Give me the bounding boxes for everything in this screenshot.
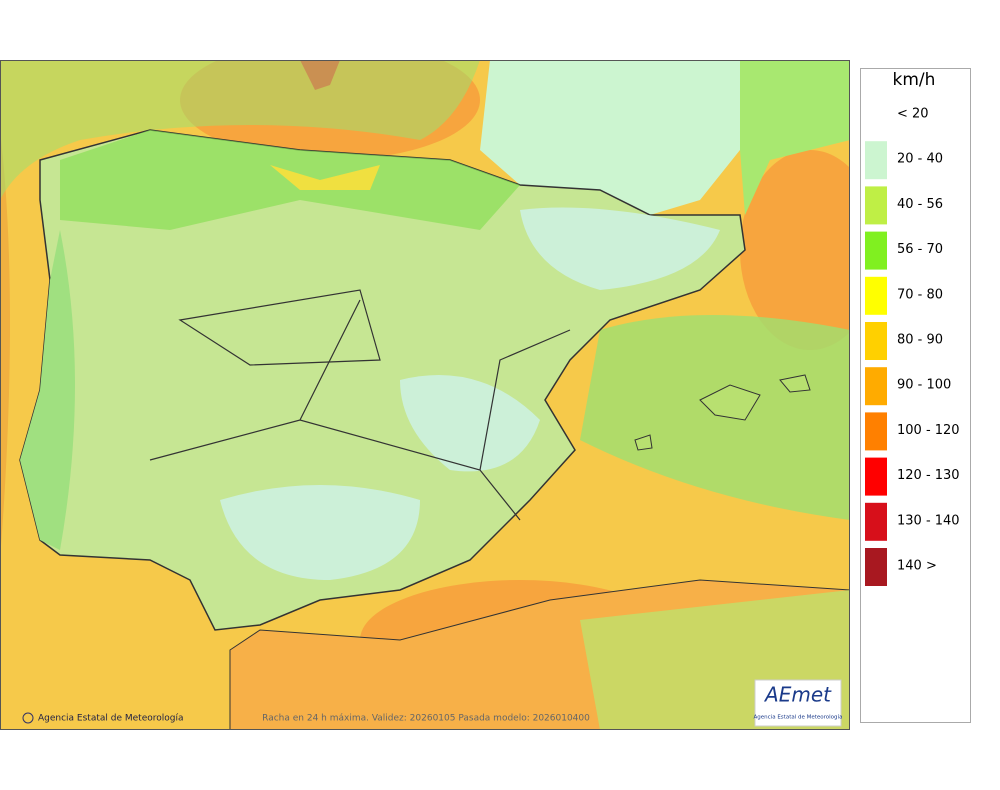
wind-zone (520, 207, 720, 290)
legend-swatch (865, 502, 887, 541)
wind-zone (0, 130, 10, 560)
legend-swatch (865, 141, 887, 180)
logo-box (754, 679, 842, 727)
legend-swatch (865, 231, 887, 270)
legend: km/h < 20 20 - 40 40 - 56 56 - 70 70 - 80 80 … (860, 68, 971, 723)
legend-label: 90 - 100 (897, 378, 951, 393)
logo-subtitle: Agencia Estatal de Meteorología (754, 714, 843, 721)
france-zone (740, 60, 850, 215)
france-zone (480, 60, 760, 215)
legend-swatch (865, 457, 887, 496)
legend-label: 120 - 130 (897, 468, 960, 483)
legend-swatch (865, 548, 887, 586)
island (699, 384, 761, 421)
legend-swatch (865, 367, 887, 406)
island (779, 374, 811, 393)
legend-label: 80 - 90 (897, 333, 943, 348)
logo-name: AEmet (763, 683, 832, 707)
wind-zone (270, 165, 380, 190)
wind-zone (740, 150, 850, 350)
wind-zone (400, 375, 540, 472)
border (178, 289, 381, 366)
wind-zone (20, 230, 75, 550)
border (149, 299, 571, 521)
wind-zone (0, 60, 480, 200)
map-frame (0, 60, 850, 730)
legend-label: 20 - 40 (897, 152, 943, 167)
credit: Agencia Estatal de Meteorología (38, 714, 184, 724)
legend-swatch (865, 412, 887, 451)
legend-swatch (865, 186, 887, 225)
wind-zone (220, 485, 420, 580)
legend-swatch (865, 276, 887, 315)
wind-zone (580, 315, 850, 520)
logo: AEmet Agencia Estatal de Meteorología (754, 679, 843, 727)
legend-label: 140 > (897, 559, 937, 574)
legend-swatch (865, 322, 887, 360)
legend-label: < 20 (897, 107, 929, 122)
legend-label: 56 - 70 (897, 242, 943, 257)
caption: Racha en 24 h máxima. Validez: 20260105 … (262, 714, 590, 724)
map (0, 60, 850, 730)
legend-label: 40 - 56 (897, 197, 943, 212)
legend-title: km/h (893, 70, 936, 90)
copyright-icon (22, 712, 34, 724)
legend-label: 70 - 80 (897, 287, 943, 302)
legend-label: 100 - 120 (897, 423, 960, 438)
legend-label: 130 - 140 (897, 513, 960, 528)
island (634, 434, 653, 451)
